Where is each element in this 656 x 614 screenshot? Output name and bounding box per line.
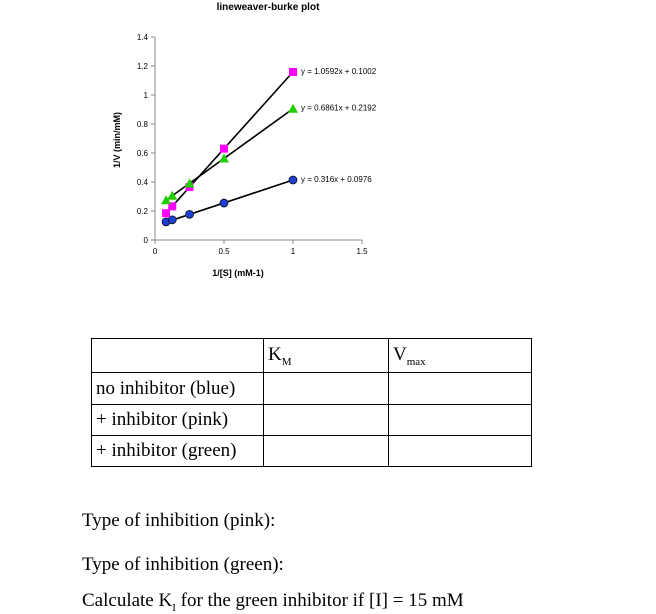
y-axis-label: 1/V (min/mM) xyxy=(112,112,122,168)
question-pink-inhibition: Type of inhibition (pink): xyxy=(82,510,276,531)
data-points xyxy=(161,67,298,227)
vmax-cell[interactable] xyxy=(388,435,532,467)
question-calculate-ki: Calculate KI for the green inhibitor if … xyxy=(82,590,464,614)
y-tick-label: 1.2 xyxy=(137,62,149,71)
header-cell-vmax: Vmax xyxy=(388,338,532,373)
row-label: + inhibitor (green) xyxy=(91,435,264,467)
data-point xyxy=(168,202,177,211)
data-point xyxy=(219,198,229,208)
data-point xyxy=(161,195,172,205)
data-point xyxy=(167,215,177,225)
data-point xyxy=(185,209,194,219)
data-point xyxy=(288,175,298,185)
y-tick-label: 0.4 xyxy=(137,178,149,187)
y-tick-label: 1 xyxy=(144,91,149,100)
regression-lines xyxy=(165,71,294,223)
question-green-inhibition: Type of inhibition (green): xyxy=(82,554,284,575)
data-point xyxy=(184,178,195,188)
y-tick-label: 0.8 xyxy=(137,120,149,129)
data-point xyxy=(167,190,178,200)
trendline-equations: y = 0.316x + 0.0976 y = 1.0592x + 0.1002 y… xyxy=(301,67,377,184)
lineweaver-burk-chart: lineweaver-burke plot 1/V (min/mM) 1/[S]… xyxy=(112,2,377,278)
table-row: no inhibitor (blue) xyxy=(91,372,532,405)
table-row: + inhibitor (green) xyxy=(91,435,532,467)
chart-axes: 0 0.5 1 1.5 0 0.2 0.4 0.6 0.8 1 1.2 1.4 xyxy=(137,33,368,256)
vmax-cell[interactable] xyxy=(388,372,532,405)
y-tick-label: 0.2 xyxy=(137,207,149,216)
equation-label: y = 1.0592x + 0.1002 xyxy=(301,67,377,76)
equation-label: y = 0.6861x + 0.2192 xyxy=(301,104,377,113)
trend-line xyxy=(165,71,294,214)
y-tick-label: 0 xyxy=(144,236,149,245)
header-cell-blank xyxy=(91,338,264,373)
x-tick-label: 1 xyxy=(291,247,296,256)
header-cell-km: KM xyxy=(263,338,389,373)
equation-label: y = 0.316x + 0.0976 xyxy=(301,175,372,184)
km-cell[interactable] xyxy=(263,435,389,467)
x-axis-label: 1/[S] (mM-1) xyxy=(212,268,264,278)
x-tick-label: 0.5 xyxy=(218,247,230,256)
x-tick-label: 1.5 xyxy=(356,247,368,256)
data-point xyxy=(289,67,297,76)
y-tick-label: 0.6 xyxy=(137,149,149,158)
data-point xyxy=(220,144,228,153)
km-cell[interactable] xyxy=(263,372,389,405)
vmax-cell[interactable] xyxy=(388,404,532,436)
data-point xyxy=(162,209,171,218)
table-row: + inhibitor (pink) xyxy=(91,404,532,436)
y-tick-label: 1.4 xyxy=(137,33,149,42)
data-point xyxy=(219,153,229,163)
chart-title: lineweaver-burke plot xyxy=(217,2,320,13)
row-label: + inhibitor (pink) xyxy=(91,404,264,436)
table-header-row: KM Vmax xyxy=(91,338,532,373)
kinetics-table: KM Vmax no inhibitor (blue) + inhibitor … xyxy=(91,338,532,467)
row-label: no inhibitor (blue) xyxy=(91,372,264,405)
data-point xyxy=(288,103,298,113)
km-cell[interactable] xyxy=(263,404,389,436)
x-tick-label: 0 xyxy=(153,247,158,256)
